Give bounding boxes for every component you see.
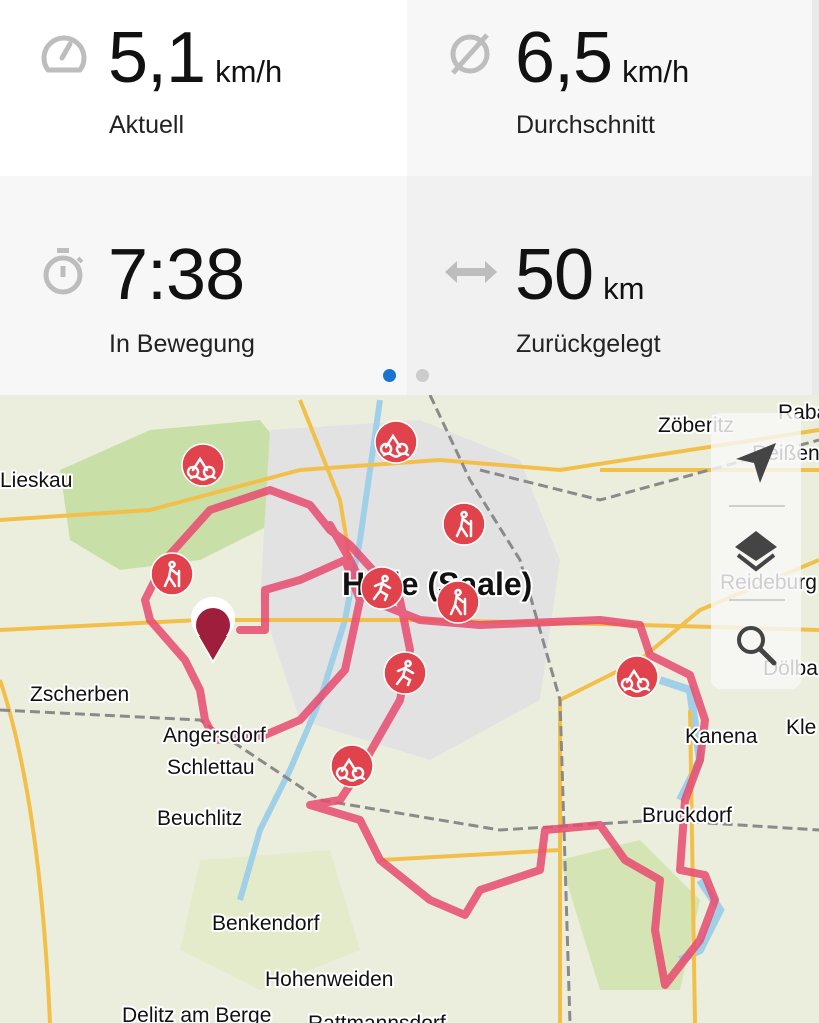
bike-swim-icon[interactable] xyxy=(374,420,418,464)
forest-area xyxy=(60,420,300,570)
stat-unit: km xyxy=(603,271,645,306)
average-icon xyxy=(450,33,490,75)
stat-distance: 50 km Zurückgelegt xyxy=(407,176,812,395)
bike-swim-icon[interactable] xyxy=(615,655,659,699)
stat-label: Aktuell xyxy=(109,111,185,139)
stat-current-speed: 5,1 km/h Aktuell xyxy=(0,0,409,176)
page-dot[interactable] xyxy=(416,369,429,382)
place-label: Delitz am Berge xyxy=(122,1004,271,1023)
navigate-arrow-icon xyxy=(736,443,776,483)
place-label: Bruckdorf xyxy=(642,804,732,827)
map-canvas[interactable]: Lieskau Zöberitz Raba Reißen Halle (Saal… xyxy=(0,395,819,1023)
forest-area xyxy=(560,840,700,990)
place-label: Lieskau xyxy=(0,469,72,492)
running-icon[interactable] xyxy=(383,651,427,695)
running-icon[interactable] xyxy=(360,566,404,610)
layers-icon xyxy=(735,531,777,572)
stat-label: Zurückgelegt xyxy=(516,330,661,358)
place-label: Zscherben xyxy=(30,683,129,706)
place-label: Hohenweiden xyxy=(265,968,393,991)
divider xyxy=(729,599,785,601)
bike-swim-icon[interactable] xyxy=(181,443,225,487)
stat-label: Durchschnitt xyxy=(516,111,655,139)
place-label: Angersdorf xyxy=(163,724,266,747)
navigate-button[interactable] xyxy=(711,423,801,503)
search-icon xyxy=(737,626,777,666)
page-dot-active[interactable] xyxy=(383,369,396,382)
stats-panel[interactable]: 5,1 km/h Aktuell 6,5 km/h Durchschnitt 7:3… xyxy=(0,0,819,395)
bike-swim-icon[interactable] xyxy=(330,744,374,788)
speedometer-icon xyxy=(41,35,87,73)
hiking-icon[interactable] xyxy=(442,502,486,546)
field-area xyxy=(180,850,360,990)
stat-average-speed: 6,5 km/h Durchschnitt xyxy=(407,0,812,176)
divider xyxy=(729,505,785,507)
divider xyxy=(812,0,819,395)
hiking-icon[interactable] xyxy=(436,580,480,624)
distance-arrows-icon xyxy=(445,261,497,283)
recorded-route xyxy=(141,486,719,989)
stat-value: 6,5 xyxy=(515,18,613,98)
place-label: Kanena xyxy=(685,725,758,748)
place-label: Kle xyxy=(786,716,816,739)
hiking-icon[interactable] xyxy=(150,552,194,596)
stat-label: In Bewegung xyxy=(109,330,255,358)
stat-unit: km/h xyxy=(622,54,690,89)
map-view[interactable]: Lieskau Zöberitz Raba Reißen Halle (Saal… xyxy=(0,395,819,1023)
stat-value: 5,1 xyxy=(108,18,206,98)
stat-moving-time: 7:38 In Bewegung xyxy=(0,176,409,395)
location-pin-icon[interactable] xyxy=(190,596,235,664)
stat-unit: km/h xyxy=(215,54,283,89)
place-label: Schlettau xyxy=(167,756,255,779)
stopwatch-icon xyxy=(43,248,84,295)
place-label: Rattmannsdorf xyxy=(308,1012,446,1023)
place-label: Benkendorf xyxy=(212,912,320,935)
place-label: Beuchlitz xyxy=(157,807,242,830)
layers-button[interactable] xyxy=(711,511,801,591)
stat-value: 7:38 xyxy=(108,235,245,315)
map-controls xyxy=(711,413,801,689)
river xyxy=(237,399,383,901)
search-button[interactable] xyxy=(711,605,801,685)
stat-value: 50 xyxy=(515,235,594,315)
